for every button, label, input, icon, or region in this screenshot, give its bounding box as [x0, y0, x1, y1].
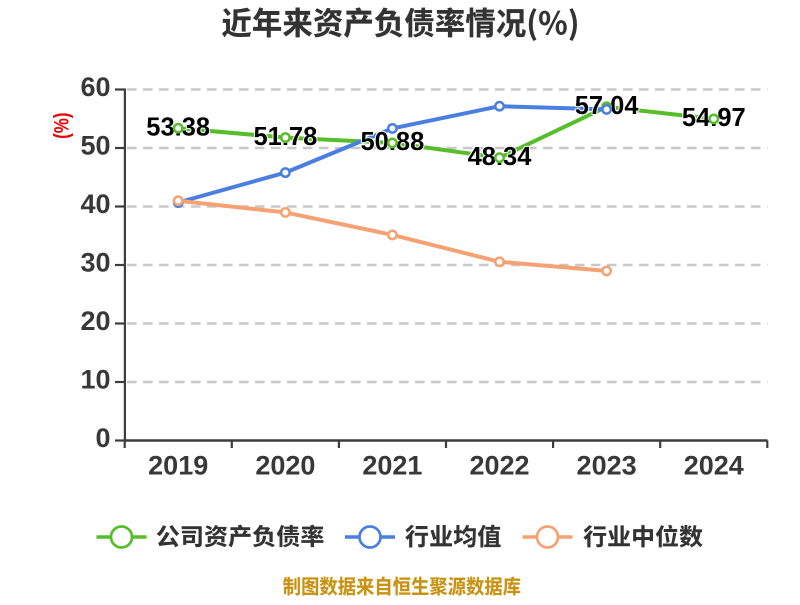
svg-text:20: 20 — [80, 306, 110, 336]
svg-text:10: 10 — [80, 365, 110, 395]
svg-text:60: 60 — [80, 72, 110, 102]
svg-text:2022: 2022 — [469, 451, 529, 481]
svg-text:2020: 2020 — [255, 451, 315, 481]
svg-text:2023: 2023 — [577, 451, 637, 481]
svg-text:40: 40 — [80, 189, 110, 219]
svg-text:0: 0 — [95, 423, 110, 453]
svg-text:50: 50 — [80, 131, 110, 161]
svg-text:2019: 2019 — [148, 451, 208, 481]
svg-text:2024: 2024 — [684, 451, 744, 481]
svg-text:(%): (%) — [51, 112, 74, 138]
svg-text:2021: 2021 — [362, 451, 422, 481]
svg-text:57.04: 57.04 — [575, 92, 640, 120]
svg-text:30: 30 — [80, 248, 110, 278]
